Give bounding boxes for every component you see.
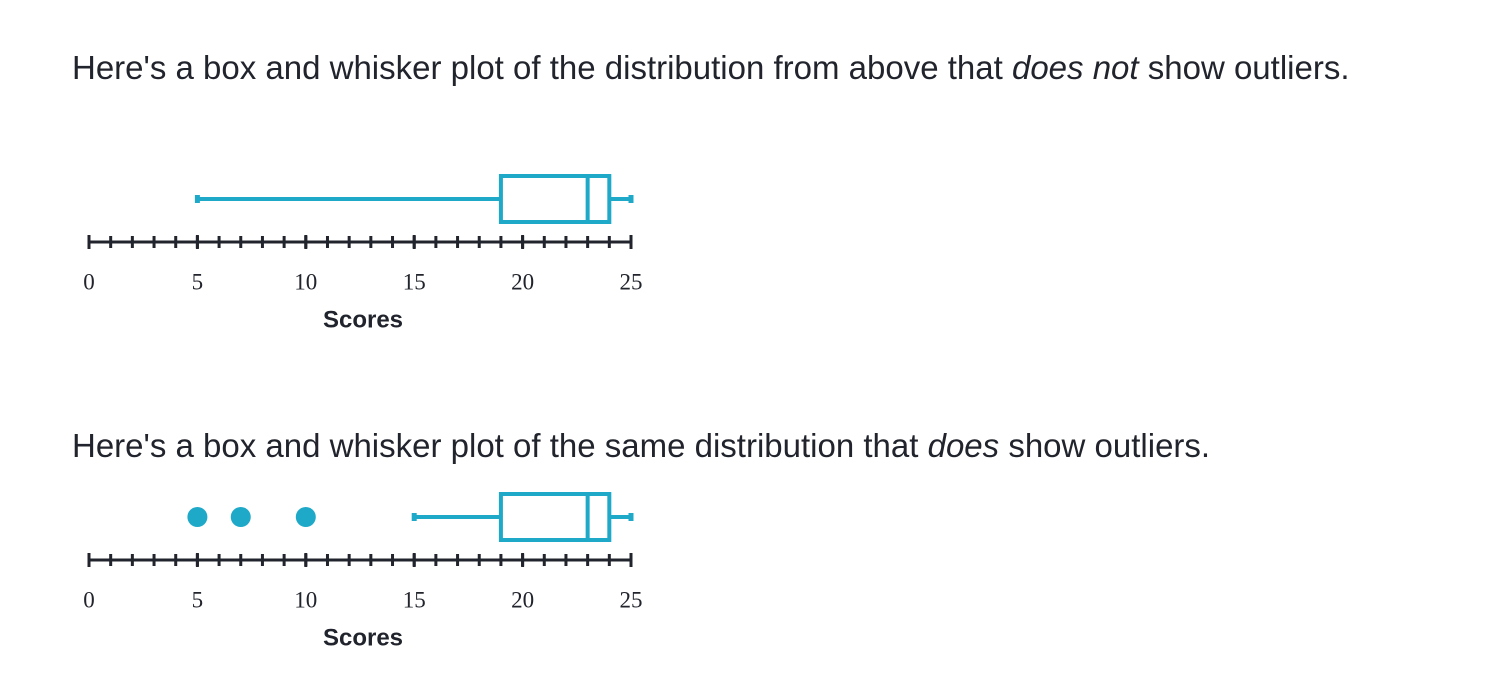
paragraph: Here's a box and whisker plot of the dis… <box>72 38 1472 98</box>
x-tick-label: 25 <box>620 587 643 612</box>
outlier <box>295 507 316 527</box>
x-tick-label: 5 <box>192 587 204 612</box>
text: Here's a box and whisker plot of the dis… <box>72 49 1012 86</box>
box-plot: 0 5 10 15 20 25 Scores <box>83 174 643 333</box>
box <box>498 174 612 224</box>
x-tick-label: 10 <box>294 587 317 612</box>
x-axis-title: Scores <box>323 624 403 651</box>
x-tick-label: 20 <box>511 587 534 612</box>
x-tick-label: 15 <box>403 269 426 294</box>
text: show outliers. <box>999 427 1211 464</box>
paragraph: Here's a box and whisker plot of the sam… <box>72 416 1472 476</box>
x-tick-label: 0 <box>83 269 95 294</box>
x-axis-title: Scores <box>323 306 403 333</box>
box-plot: 0 5 10 15 20 25 Scores <box>83 492 643 651</box>
box <box>498 492 612 542</box>
x-tick-label: 0 <box>83 587 95 612</box>
outlier <box>187 507 208 527</box>
x-tick-label: 5 <box>192 269 204 294</box>
emphasis: does not <box>1011 49 1139 86</box>
outlier <box>230 507 251 527</box>
x-tick-label: 15 <box>403 587 426 612</box>
text: show outliers. <box>1138 49 1350 86</box>
x-tick-label: 25 <box>620 269 643 294</box>
x-tick-label: 10 <box>294 269 317 294</box>
emphasis: does <box>927 427 1000 464</box>
text: Here's a box and whisker plot of the sam… <box>72 427 928 464</box>
x-tick-label: 20 <box>511 269 534 294</box>
